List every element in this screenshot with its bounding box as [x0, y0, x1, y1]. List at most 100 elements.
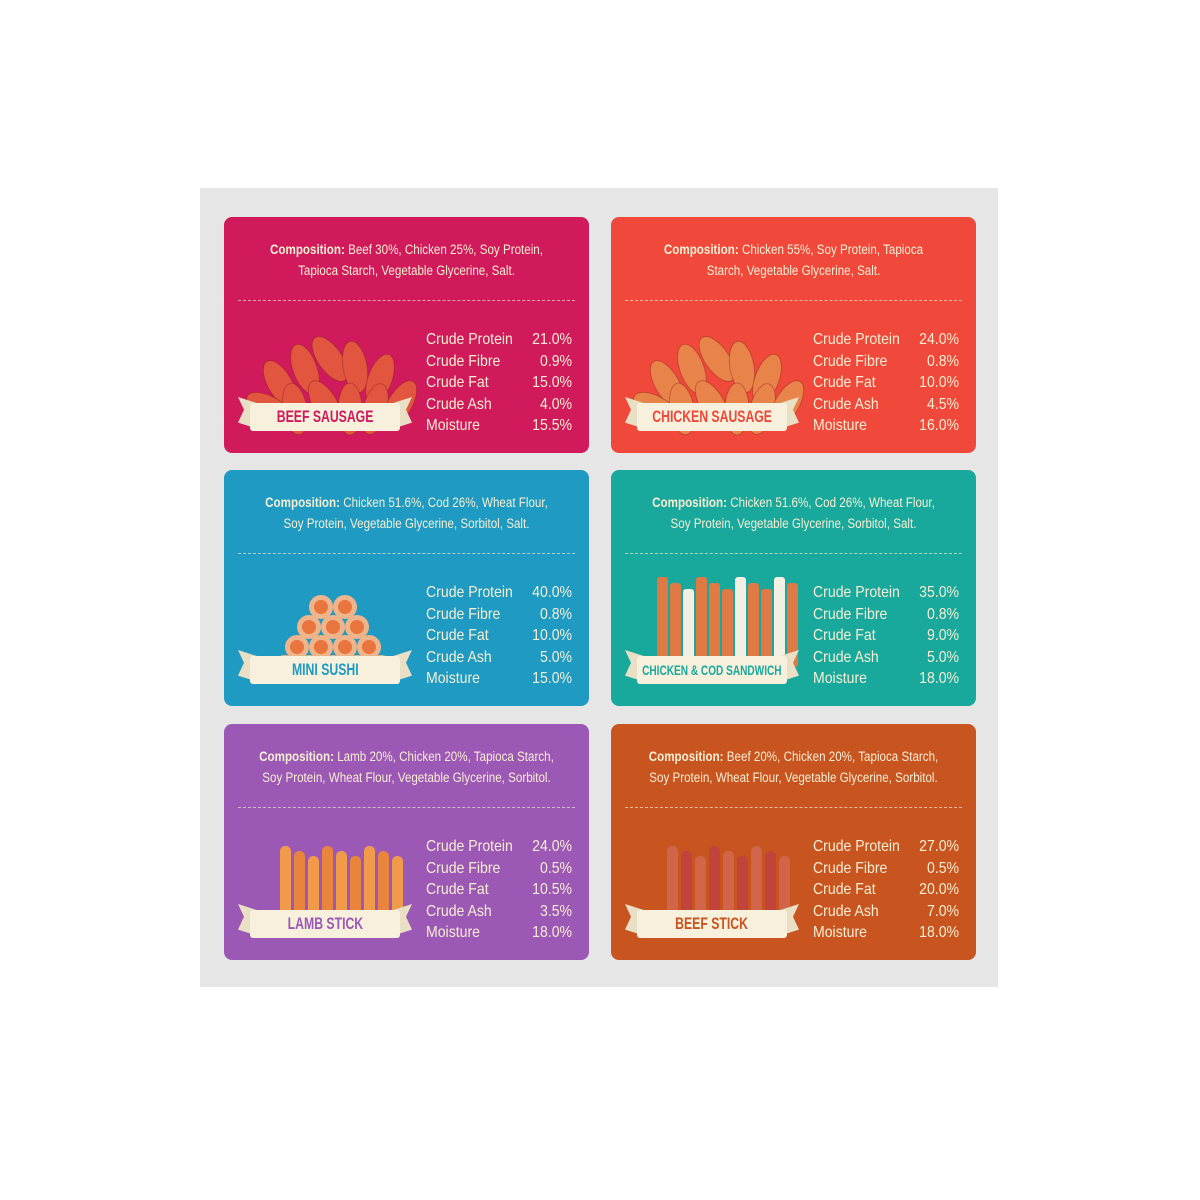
composition-text: Composition: Chicken 51.6%, Cod 26%, Whe… [258, 492, 555, 534]
stick-piece [378, 851, 389, 926]
composition-ingredients: Chicken 51.6%, Cod 26%, Wheat Flour, Soy… [670, 495, 935, 531]
stick-piece [709, 846, 720, 926]
nutrient-value: 0.8% [926, 605, 960, 623]
nutrient-label: Moisture [426, 670, 480, 687]
nutrient-label: Crude Protein [813, 838, 900, 855]
nutrient-value: 18.0% [532, 924, 573, 941]
product-name: CHICKEN SAUSAGE [652, 407, 772, 426]
nutrition-table: Crude Protein 21.0% Crude Fibre 0.9% Crude F… [426, 329, 572, 437]
nutrient-row: Crude Ash 5.0% [813, 647, 959, 669]
nutrient-row: Moisture 16.0% [813, 415, 959, 437]
nutrient-value: 35.0% [919, 584, 960, 601]
stick-piece [667, 846, 678, 926]
nutrient-label: Crude Ash [813, 902, 879, 920]
product-name: CHICKEN & COD SANDWICH [642, 662, 782, 678]
nutrient-row: Crude Protein 40.0% [426, 582, 572, 604]
nutrient-row: Crude Protein 35.0% [813, 582, 959, 604]
nutrient-row: Crude Ash 4.0% [426, 394, 572, 416]
product-name-banner: CHICKEN SAUSAGE [623, 397, 801, 437]
composition-label: Composition: [663, 242, 739, 257]
strip-piece [787, 583, 798, 667]
nutrition-table: Crude Protein 35.0% Crude Fibre 0.8% Crude F… [813, 582, 959, 690]
nutrient-value: 9.0% [926, 627, 960, 644]
nutrient-row: Crude Ash 4.5% [813, 394, 959, 416]
nutrient-row: Moisture 18.0% [813, 668, 959, 690]
composition-ingredients: Beef 30%, Chicken 25%, Soy Protein, Tapi… [298, 242, 543, 278]
product-name-banner: CHICKEN & COD SANDWICH [623, 650, 801, 690]
nutrient-row: Crude Fat 10.5% [426, 879, 572, 901]
nutrient-value: 5.0% [539, 648, 573, 666]
nutrient-row: Crude Protein 24.0% [426, 836, 572, 858]
nutrient-value: 27.0% [919, 838, 960, 855]
nutrient-row: Crude Protein 27.0% [813, 836, 959, 858]
nutrient-row: Crude Ash 7.0% [813, 901, 959, 923]
nutrient-label: Crude Protein [426, 584, 513, 601]
nutrient-label: Crude Protein [426, 838, 513, 855]
nutrient-value: 10.0% [919, 374, 960, 391]
strip-piece [761, 589, 772, 667]
nutrient-label: Crude Fat [813, 374, 876, 391]
nutrient-value: 0.5% [539, 859, 573, 877]
nutrient-label: Crude Fibre [813, 859, 888, 877]
nutrient-label: Crude Fat [426, 881, 489, 898]
nutrient-label: Crude Fat [426, 627, 489, 644]
sausage-piece [728, 340, 756, 394]
product-card: Composition: Chicken 55%, Soy Protein, T… [611, 217, 976, 453]
composition-text: Composition: Beef 20%, Chicken 20%, Tapi… [645, 746, 942, 788]
dashed-divider [238, 807, 575, 808]
nutrient-row: Crude Fibre 0.8% [813, 604, 959, 626]
product-name-banner: MINI SUSHI [236, 650, 414, 690]
composition-ingredients: Lamb 20%, Chicken 20%, Tapioca Starch, S… [262, 749, 554, 785]
composition-label: Composition: [265, 495, 340, 510]
nutrient-label: Crude Fibre [426, 352, 501, 370]
dashed-divider [625, 807, 962, 808]
nutrient-row: Crude Fat 20.0% [813, 879, 959, 901]
sausage-piece [698, 336, 736, 382]
strip-piece [748, 583, 759, 667]
stick-piece [322, 846, 333, 926]
product-card: Composition: Chicken 51.6%, Cod 26%, Whe… [224, 470, 589, 706]
nutrient-value: 0.9% [539, 352, 573, 370]
nutrient-label: Moisture [813, 924, 867, 941]
nutrient-value: 18.0% [919, 924, 960, 941]
nutrient-value: 21.0% [532, 331, 573, 348]
strip-piece [670, 583, 681, 667]
product-card: Composition: Lamb 20%, Chicken 20%, Tapi… [224, 724, 589, 960]
nutrient-row: Crude Fibre 0.8% [426, 604, 572, 626]
composition-text: Composition: Chicken 55%, Soy Protein, T… [645, 239, 942, 281]
sausage-piece [341, 340, 369, 394]
nutrient-label: Crude Ash [813, 648, 879, 666]
nutrient-row: Crude Fibre 0.5% [426, 858, 572, 880]
nutrient-row: Crude Fat 10.0% [813, 372, 959, 394]
nutrient-label: Moisture [813, 670, 867, 687]
nutrition-table: Crude Protein 24.0% Crude Fibre 0.5% Crude F… [426, 836, 572, 944]
nutrient-value: 20.0% [919, 881, 960, 898]
nutrient-label: Crude Ash [426, 395, 492, 413]
nutrient-value: 24.0% [919, 331, 960, 348]
stick-piece [695, 856, 706, 926]
strip-piece [696, 577, 707, 667]
nutrient-label: Crude Ash [813, 395, 879, 413]
nutrient-row: Crude Fat 9.0% [813, 625, 959, 647]
dashed-divider [625, 300, 962, 301]
product-name: BEEF STICK [675, 914, 749, 933]
stick-piece [350, 856, 361, 926]
nutrient-label: Crude Fibre [813, 352, 888, 370]
nutrient-row: Crude Protein 24.0% [813, 329, 959, 351]
strip-piece [722, 589, 733, 667]
nutrient-value: 10.0% [532, 627, 573, 644]
sticks-image [280, 846, 403, 926]
nutrient-label: Crude Fibre [813, 605, 888, 623]
composition-ingredients: Chicken 51.6%, Cod 26%, Wheat Flour, Soy… [283, 495, 548, 531]
nutrient-label: Crude Protein [813, 584, 900, 601]
nutrient-label: Crude Fibre [426, 859, 501, 877]
sausage-piece [311, 336, 349, 382]
composition-text: Composition: Beef 30%, Chicken 25%, Soy … [258, 239, 555, 281]
nutrient-value: 4.0% [539, 395, 573, 413]
nutrient-label: Moisture [426, 924, 480, 941]
nutrition-table: Crude Protein 40.0% Crude Fibre 0.8% Crude F… [426, 582, 572, 690]
composition-text: Composition: Chicken 51.6%, Cod 26%, Whe… [645, 492, 942, 534]
product-card: Composition: Beef 20%, Chicken 20%, Tapi… [611, 724, 976, 960]
stick-piece [765, 851, 776, 926]
composition-label: Composition: [270, 242, 345, 257]
